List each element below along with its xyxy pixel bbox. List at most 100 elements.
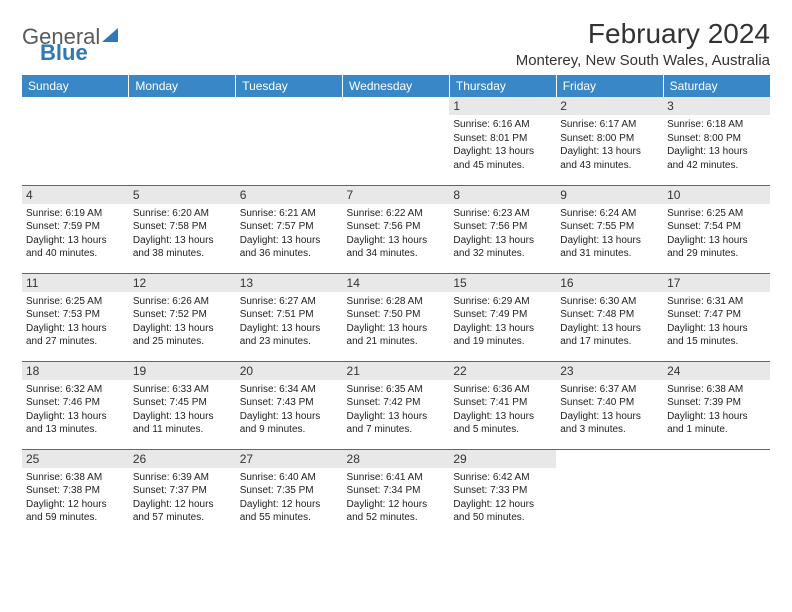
cell-sunset: Sunset: 7:46 PM xyxy=(26,396,125,410)
cell-sunrise: Sunrise: 6:25 AM xyxy=(667,207,766,221)
calendar-row: 4Sunrise: 6:19 AMSunset: 7:59 PMDaylight… xyxy=(22,185,770,273)
cell-sunrise: Sunrise: 6:36 AM xyxy=(453,383,552,397)
cell-sunrise: Sunrise: 6:20 AM xyxy=(133,207,232,221)
cell-daylight1: Daylight: 13 hours xyxy=(560,322,659,336)
cell-sunrise: Sunrise: 6:26 AM xyxy=(133,295,232,309)
cell-daylight2: and 31 minutes. xyxy=(560,247,659,261)
cell-daylight2: and 9 minutes. xyxy=(240,423,339,437)
day-number: 2 xyxy=(556,97,663,115)
cell-daylight1: Daylight: 13 hours xyxy=(453,234,552,248)
cell-sunrise: Sunrise: 6:28 AM xyxy=(347,295,446,309)
cell-sunrise: Sunrise: 6:22 AM xyxy=(347,207,446,221)
cell-daylight2: and 36 minutes. xyxy=(240,247,339,261)
day-number: 13 xyxy=(236,274,343,292)
day-header: Sunday xyxy=(22,75,129,97)
cell-sunset: Sunset: 7:37 PM xyxy=(133,484,232,498)
cell-daylight1: Daylight: 13 hours xyxy=(560,410,659,424)
day-number: 28 xyxy=(343,450,450,468)
day-header: Monday xyxy=(129,75,236,97)
day-number: 5 xyxy=(129,186,236,204)
calendar-cell: 15Sunrise: 6:29 AMSunset: 7:49 PMDayligh… xyxy=(449,273,556,361)
cell-daylight2: and 32 minutes. xyxy=(453,247,552,261)
cell-sunrise: Sunrise: 6:25 AM xyxy=(26,295,125,309)
calendar-cell: 11Sunrise: 6:25 AMSunset: 7:53 PMDayligh… xyxy=(22,273,129,361)
cell-daylight2: and 7 minutes. xyxy=(347,423,446,437)
cell-sunrise: Sunrise: 6:37 AM xyxy=(560,383,659,397)
calendar-cell: 18Sunrise: 6:32 AMSunset: 7:46 PMDayligh… xyxy=(22,361,129,449)
cell-daylight2: and 59 minutes. xyxy=(26,511,125,525)
cell-daylight2: and 38 minutes. xyxy=(133,247,232,261)
cell-sunrise: Sunrise: 6:39 AM xyxy=(133,471,232,485)
cell-daylight2: and 45 minutes. xyxy=(453,159,552,173)
cell-sunset: Sunset: 7:45 PM xyxy=(133,396,232,410)
calendar-cell: 19Sunrise: 6:33 AMSunset: 7:45 PMDayligh… xyxy=(129,361,236,449)
day-number: 7 xyxy=(343,186,450,204)
logo-line2: Blue xyxy=(40,40,88,66)
cell-daylight1: Daylight: 13 hours xyxy=(240,234,339,248)
cell-sunrise: Sunrise: 6:38 AM xyxy=(667,383,766,397)
day-number: 3 xyxy=(663,97,770,115)
day-number: 26 xyxy=(129,450,236,468)
cell-daylight1: Daylight: 12 hours xyxy=(347,498,446,512)
cell-daylight2: and 55 minutes. xyxy=(240,511,339,525)
cell-daylight2: and 29 minutes. xyxy=(667,247,766,261)
cell-daylight2: and 43 minutes. xyxy=(560,159,659,173)
cell-daylight2: and 40 minutes. xyxy=(26,247,125,261)
cell-sunset: Sunset: 7:42 PM xyxy=(347,396,446,410)
cell-sunrise: Sunrise: 6:21 AM xyxy=(240,207,339,221)
cell-sunset: Sunset: 7:59 PM xyxy=(26,220,125,234)
day-number: 24 xyxy=(663,362,770,380)
cell-daylight2: and 34 minutes. xyxy=(347,247,446,261)
cell-daylight1: Daylight: 13 hours xyxy=(667,322,766,336)
cell-sunrise: Sunrise: 6:19 AM xyxy=(26,207,125,221)
cell-sunset: Sunset: 7:47 PM xyxy=(667,308,766,322)
cell-sunset: Sunset: 7:33 PM xyxy=(453,484,552,498)
calendar-cell: 8Sunrise: 6:23 AMSunset: 7:56 PMDaylight… xyxy=(449,185,556,273)
cell-daylight2: and 52 minutes. xyxy=(347,511,446,525)
cell-daylight1: Daylight: 12 hours xyxy=(26,498,125,512)
cell-sunset: Sunset: 7:34 PM xyxy=(347,484,446,498)
cell-sunrise: Sunrise: 6:30 AM xyxy=(560,295,659,309)
cell-daylight2: and 27 minutes. xyxy=(26,335,125,349)
calendar-row: 11Sunrise: 6:25 AMSunset: 7:53 PMDayligh… xyxy=(22,273,770,361)
calendar-cell xyxy=(663,449,770,537)
calendar-cell: 3Sunrise: 6:18 AMSunset: 8:00 PMDaylight… xyxy=(663,97,770,185)
cell-daylight1: Daylight: 13 hours xyxy=(26,322,125,336)
calendar-cell xyxy=(343,97,450,185)
calendar-table: SundayMondayTuesdayWednesdayThursdayFrid… xyxy=(22,75,770,537)
cell-sunset: Sunset: 7:52 PM xyxy=(133,308,232,322)
day-header: Friday xyxy=(556,75,663,97)
cell-daylight1: Daylight: 13 hours xyxy=(667,145,766,159)
cell-sunset: Sunset: 7:48 PM xyxy=(560,308,659,322)
cell-sunrise: Sunrise: 6:31 AM xyxy=(667,295,766,309)
logo-sail-icon xyxy=(102,28,118,42)
calendar-body: 1Sunrise: 6:16 AMSunset: 8:01 PMDaylight… xyxy=(22,97,770,537)
cell-daylight2: and 50 minutes. xyxy=(453,511,552,525)
cell-sunset: Sunset: 7:56 PM xyxy=(347,220,446,234)
cell-daylight1: Daylight: 13 hours xyxy=(133,322,232,336)
calendar-cell: 22Sunrise: 6:36 AMSunset: 7:41 PMDayligh… xyxy=(449,361,556,449)
cell-daylight1: Daylight: 13 hours xyxy=(667,234,766,248)
calendar-cell: 13Sunrise: 6:27 AMSunset: 7:51 PMDayligh… xyxy=(236,273,343,361)
cell-daylight1: Daylight: 13 hours xyxy=(560,145,659,159)
calendar-page: General February 2024 Monterey, New Sout… xyxy=(0,0,792,549)
day-header: Tuesday xyxy=(236,75,343,97)
day-number: 1 xyxy=(449,97,556,115)
day-number: 6 xyxy=(236,186,343,204)
day-number: 25 xyxy=(22,450,129,468)
cell-daylight1: Daylight: 13 hours xyxy=(453,410,552,424)
cell-daylight2: and 1 minute. xyxy=(667,423,766,437)
cell-daylight1: Daylight: 13 hours xyxy=(453,145,552,159)
calendar-cell: 28Sunrise: 6:41 AMSunset: 7:34 PMDayligh… xyxy=(343,449,450,537)
cell-sunrise: Sunrise: 6:16 AM xyxy=(453,118,552,132)
cell-daylight2: and 5 minutes. xyxy=(453,423,552,437)
month-title: February 2024 xyxy=(516,18,770,50)
cell-sunrise: Sunrise: 6:18 AM xyxy=(667,118,766,132)
cell-sunset: Sunset: 7:55 PM xyxy=(560,220,659,234)
day-number: 12 xyxy=(129,274,236,292)
cell-sunrise: Sunrise: 6:17 AM xyxy=(560,118,659,132)
calendar-cell: 2Sunrise: 6:17 AMSunset: 8:00 PMDaylight… xyxy=(556,97,663,185)
day-number: 22 xyxy=(449,362,556,380)
day-number: 29 xyxy=(449,450,556,468)
cell-sunset: Sunset: 7:39 PM xyxy=(667,396,766,410)
